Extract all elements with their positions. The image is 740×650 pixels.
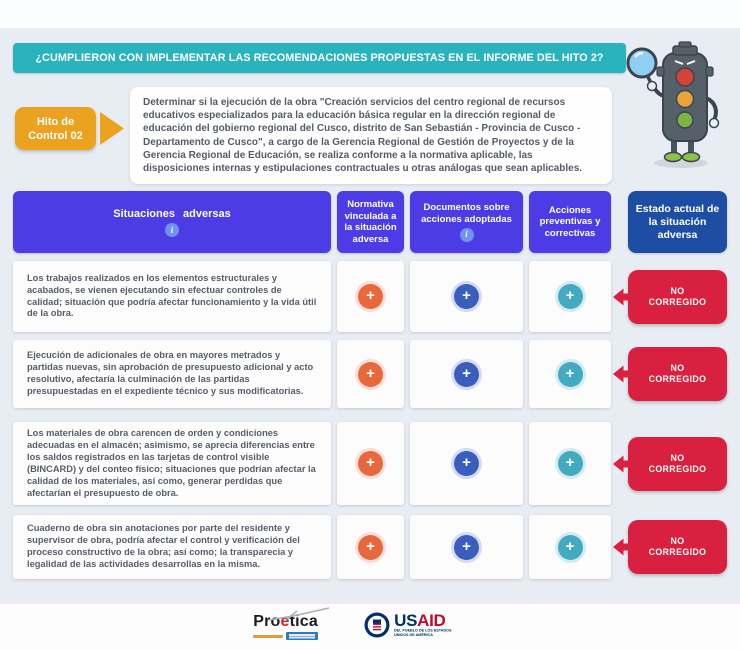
- normativa-cell: +: [337, 340, 404, 408]
- status-label: NO CORREGIDO: [648, 363, 707, 384]
- documentos-cell: +: [410, 422, 523, 506]
- normativa-plus-button[interactable]: +: [358, 534, 383, 560]
- hito-badge-line1: Hito de: [36, 115, 75, 128]
- acciones-plus-button[interactable]: +: [557, 361, 583, 387]
- table-row: Ejecución de adicionales de obra en mayo…: [13, 340, 727, 408]
- status-badge: NO CORREGIDO: [613, 436, 727, 491]
- normativa-cell: +: [337, 515, 404, 579]
- acciones-cell: +: [529, 422, 611, 506]
- status-badge: NO CORREGIDO: [613, 520, 727, 574]
- documentos-plus-button[interactable]: +: [454, 451, 479, 477]
- usaid-us: US: [394, 610, 418, 630]
- documentos-cell: +: [410, 340, 523, 408]
- proetica-pro: Pro: [253, 613, 281, 630]
- table-header-row: Situaciones adversas i Normativa vincula…: [13, 191, 727, 253]
- situation-text: Cuaderno de obra sin anotaciones por par…: [27, 523, 300, 569]
- hito-arrow-right-icon: [100, 112, 124, 145]
- arrow-left-icon: [613, 455, 630, 473]
- header-label: Documentos sobre acciones adoptadas: [421, 202, 512, 225]
- proetica-logo: Proetica: [253, 607, 330, 640]
- arrow-left-icon: [613, 365, 630, 383]
- hito-badge-line2: Control 02: [28, 129, 83, 142]
- situation-text-cell: Ejecución de adicionales de obra en mayo…: [13, 340, 331, 408]
- acciones-cell: +: [529, 340, 611, 408]
- info-icon[interactable]: i: [459, 228, 474, 242]
- normativa-cell: +: [337, 422, 404, 506]
- usaid-tagline-line1: DEL PUEBLO DE LOS ESTADOS: [394, 628, 452, 633]
- info-icon[interactable]: i: [165, 222, 179, 237]
- situation-text-cell: Cuaderno de obra sin anotaciones por par…: [13, 515, 331, 579]
- proetica-subtext-bar: [253, 634, 284, 638]
- header-estado-actual: Estado actual de la situación adversa: [628, 191, 727, 253]
- acciones-cell: +: [529, 261, 611, 332]
- arrow-left-icon: [613, 288, 630, 305]
- usaid-text-block: USAID DEL PUEBLO DE LOS ESTADOS UNIDOS D…: [394, 612, 487, 643]
- usaid-tagline-line2: UNIDOS DE AMÉRICA: [394, 632, 434, 637]
- documentos-cell: +: [410, 261, 523, 332]
- normativa-plus-button[interactable]: +: [358, 361, 383, 387]
- adverse-situations-table: Situaciones adversas i Normativa vincula…: [13, 191, 727, 579]
- status-cell: NO CORREGIDO: [613, 515, 727, 579]
- status-label: NO CORREGIDO: [648, 536, 707, 557]
- top-strip: [0, 0, 740, 28]
- usaid-aid: AID: [417, 610, 446, 630]
- documentos-plus-button[interactable]: +: [454, 534, 479, 560]
- status-cell: NO CORREGIDO: [613, 261, 727, 332]
- title-banner: ¿CUMPLIERON CON IMPLEMENTAR LAS RECOMEND…: [13, 43, 626, 73]
- header-label: Situaciones adversas: [113, 207, 231, 220]
- proetica-swoosh-icon: [268, 607, 330, 621]
- header-label: Acciones preventivas y correctivas: [539, 204, 601, 239]
- traffic-light-mascot-illustration: [624, 40, 728, 182]
- main-content: ¿CUMPLIERON CON IMPLEMENTAR LAS RECOMEND…: [0, 28, 740, 604]
- normativa-plus-button[interactable]: +: [358, 284, 383, 309]
- header-documentos-acciones: Documentos sobre acciones adoptadas i: [410, 191, 523, 253]
- proetica-e: e: [280, 613, 290, 630]
- header-acciones-preventivas: Acciones preventivas y correctivas: [529, 191, 611, 253]
- usaid-seal-icon: [364, 612, 390, 637]
- status-cell: NO CORREGIDO: [613, 340, 727, 408]
- acciones-plus-button[interactable]: +: [557, 534, 583, 560]
- proetica-partner-mark: [286, 632, 319, 640]
- proetica-tica: tica: [289, 613, 318, 630]
- status-label: NO CORREGIDO: [648, 285, 707, 307]
- normativa-plus-button[interactable]: +: [358, 451, 383, 477]
- situation-text: Los trabajos realizados en los elementos…: [27, 272, 317, 319]
- table-row: Cuaderno de obra sin anotaciones por par…: [13, 515, 727, 579]
- header-normativa-vinculada: Normativa vinculada a la situación adver…: [337, 191, 404, 253]
- usaid-logo: USAID DEL PUEBLO DE LOS ESTADOS UNIDOS D…: [364, 612, 487, 643]
- situation-text: Los materiales de obra carencen de orden…: [27, 428, 316, 498]
- situation-text-cell: Los trabajos realizados en los elementos…: [13, 261, 331, 332]
- status-label: NO CORREGIDO: [648, 452, 707, 474]
- table-row: Los trabajos realizados en los elementos…: [13, 261, 727, 332]
- normativa-cell: +: [337, 261, 404, 332]
- header-situaciones-adversas: Situaciones adversas i: [13, 191, 331, 253]
- usaid-wordmark: USAID: [394, 612, 487, 629]
- acciones-plus-button[interactable]: +: [557, 451, 583, 477]
- footer: Proetica USAID DEL PUEBLO DE LOS ESTADOS…: [0, 604, 740, 650]
- arrow-left-icon: [613, 538, 630, 556]
- documentos-cell: +: [410, 515, 523, 579]
- hito-control-badge: Hito de Control 02: [15, 107, 96, 150]
- header-label: Normativa vinculada a la situación adver…: [344, 199, 397, 245]
- table-row: Los materiales de obra carencen de orden…: [13, 422, 727, 506]
- status-badge: NO CORREGIDO: [613, 269, 727, 324]
- status-badge: NO CORREGIDO: [613, 347, 727, 401]
- documentos-plus-button[interactable]: +: [454, 361, 479, 387]
- usaid-tagline: DEL PUEBLO DE LOS ESTADOS UNIDOS DE AMÉR…: [394, 629, 452, 638]
- acciones-plus-button[interactable]: +: [557, 284, 583, 309]
- status-cell: NO CORREGIDO: [613, 422, 727, 505]
- header-label: Estado actual de la situación adversa: [635, 202, 720, 241]
- situation-text-cell: Los materiales de obra carencen de orden…: [13, 422, 331, 506]
- situation-text: Ejecución de adicionales de obra en mayo…: [27, 350, 314, 396]
- proetica-wordmark: Proetica: [253, 614, 318, 630]
- proetica-subtext: [253, 632, 319, 640]
- objective-card: Determinar si la ejecución de la obra "C…: [130, 87, 612, 185]
- traffic-light-magnifier-icon: [626, 41, 720, 168]
- documentos-plus-button[interactable]: +: [454, 284, 479, 309]
- acciones-cell: +: [529, 515, 611, 579]
